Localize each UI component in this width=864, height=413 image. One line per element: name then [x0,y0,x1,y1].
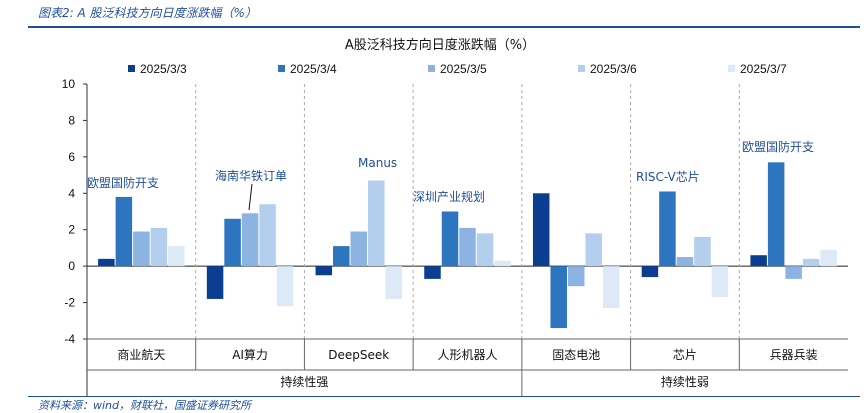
bar [350,231,368,267]
legend-swatch [578,65,585,72]
annotations: 欧盟国防开支 海南华铁订单 Manus 深圳产业规划 RISC-V芯片 欧盟国防… [87,139,814,211]
bar [459,227,476,267]
bar [441,211,459,267]
legend-label: 2025/3/5 [440,62,487,76]
y-tick-label: -2 [64,296,75,310]
legend-swatch [128,65,135,72]
category-label: 兵器兵装 [770,348,818,362]
annotation-risc-v-chip: RISC-V芯片 [636,170,700,184]
bar [694,237,711,267]
legend-swatch [428,65,435,72]
bar [224,218,241,267]
bar [276,266,294,307]
bar [133,231,150,267]
bar [476,233,494,267]
y-tick-label: 10 [62,77,76,91]
top-rule [28,26,860,28]
bottom-rule [28,396,860,397]
y-tick-label: 0 [68,259,75,273]
category-label: 人形机器人 [437,348,497,362]
source-note: 资料来源：wind，财联社，国盛证券研究所 [38,399,252,412]
bar [424,266,441,279]
group-label: 持续性强 [280,374,328,389]
y-tick-label: 2 [68,223,75,237]
y-tick-label: -4 [64,332,75,346]
y-tick-label: 8 [68,113,75,127]
bar [259,204,276,267]
bar [494,260,511,267]
annotation-manus: Manus [358,156,397,170]
legend-swatch [278,65,285,72]
figure-title: 图表2: A 股泛科技方向日度涨跌幅（%） [38,6,257,20]
bar [168,246,185,267]
category-label: 芯片 [673,348,697,362]
bar [602,266,620,309]
bar [333,246,350,267]
bar [785,266,802,279]
legend-label: 2025/3/3 [140,62,187,76]
y-tick-label: 4 [68,186,75,200]
bar [368,180,385,267]
annotation-hainan-huatie: 海南华铁订单 [215,168,287,183]
category-label: 商业航天 [117,347,165,362]
bar [241,213,259,267]
annotation-shenzhen-plan: 深圳产业规划 [413,189,485,204]
legend-label: 2025/3/6 [590,62,637,76]
y-tick-label: 6 [68,150,75,164]
group-label: 持续性弱 [661,374,709,389]
annotation-leader-line [248,183,253,211]
bar [550,266,567,329]
bar [641,266,659,278]
category-label: 固态电池 [552,348,600,362]
bar [315,266,333,276]
legend-label: 2025/3/4 [290,62,337,76]
bar [711,266,729,298]
bar [567,266,585,287]
bar [206,266,224,299]
category-label: DeepSeek [328,348,389,362]
chart-title: A股泛科技方向日度涨跌幅（%） [345,37,535,53]
bar [802,258,820,267]
legend-label: 2025/3/7 [740,62,787,76]
bar [767,162,785,267]
bar [115,196,133,267]
annotation-eu-defense-2: 欧盟国防开支 [742,139,814,154]
bars [98,162,837,329]
legend-swatch [728,65,735,72]
chart-grid: -4 -2 0 2 4 6 8 10 商业航天 AI算力 DeepSeek 人形机器人 固态电池 芯片 兵器… [62,77,848,397]
category-label: AI算力 [232,347,268,362]
annotation-eu-defense-1: 欧盟国防开支 [87,175,159,190]
bar [659,191,676,267]
bar [676,257,694,267]
bar [385,266,403,299]
bar [820,249,837,267]
legend: 2025/3/3 2025/3/4 2025/3/5 2025/3/6 2025/3/7 [128,62,787,76]
bar [98,258,115,267]
bar [150,227,168,267]
bar [532,193,550,267]
bar [750,255,767,267]
bar [585,233,602,267]
